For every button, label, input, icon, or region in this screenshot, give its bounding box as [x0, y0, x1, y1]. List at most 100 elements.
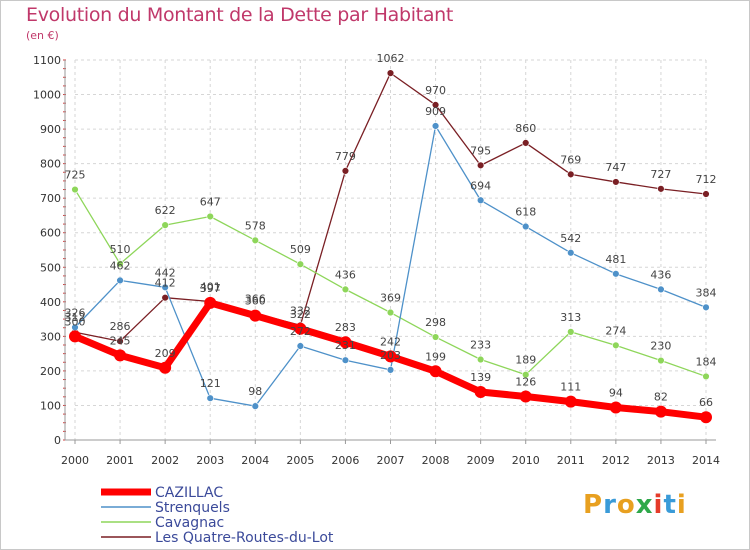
- data-label: 245: [110, 334, 131, 347]
- data-point: [702, 303, 710, 312]
- data-label: 1062: [377, 52, 405, 65]
- x-tick-label: 2007: [377, 454, 405, 467]
- data-label: 510: [110, 243, 131, 256]
- data-point: [657, 185, 665, 193]
- data-point: [341, 285, 350, 294]
- data-label: 725: [65, 169, 86, 182]
- data-point: [161, 283, 169, 292]
- x-tick-label: 2011: [557, 454, 585, 467]
- data-point: [431, 101, 440, 109]
- data-point: [116, 337, 124, 345]
- data-point: [386, 308, 395, 317]
- legend-label: Les Quatre-Routes-du-Lot: [155, 530, 334, 546]
- logo-letter: o: [616, 490, 636, 520]
- data-point: [161, 221, 169, 229]
- logo-letter: t: [663, 490, 677, 520]
- data-label: 209: [155, 347, 176, 360]
- data-point: [476, 161, 485, 170]
- x-tick-label: 2013: [647, 454, 675, 467]
- data-label: 462: [110, 259, 131, 272]
- data-label: 230: [650, 340, 671, 353]
- data-point: [567, 170, 575, 179]
- data-label: 283: [335, 321, 356, 334]
- y-tick-label: 600: [40, 227, 61, 240]
- data-point: [116, 276, 124, 285]
- legend-label: CAZILLAC: [155, 485, 223, 501]
- data-label: 203: [380, 349, 401, 362]
- x-tick-label: 2000: [61, 454, 89, 467]
- data-label: 397: [200, 282, 221, 295]
- x-tick-label: 2002: [151, 454, 179, 467]
- legend-label: Strenquels: [155, 500, 230, 516]
- data-label: 286: [110, 320, 131, 333]
- data-label: 98: [248, 385, 262, 398]
- data-label: 622: [155, 204, 176, 217]
- data-label: 970: [425, 84, 446, 97]
- data-label: 94: [609, 387, 623, 400]
- x-tick-label: 2008: [422, 454, 450, 467]
- data-label: 436: [650, 268, 671, 281]
- data-label: 369: [380, 292, 401, 305]
- data-point: [206, 394, 214, 402]
- x-tick-label: 2006: [331, 454, 359, 467]
- data-point: [339, 336, 352, 349]
- logo-letter: r: [603, 490, 617, 520]
- x-tick-label: 2003: [196, 454, 224, 467]
- data-label: 618: [515, 206, 536, 219]
- data-point: [431, 122, 440, 130]
- data-point: [522, 222, 530, 231]
- data-point: [204, 296, 217, 309]
- data-label: 312: [65, 311, 86, 324]
- legend-label: Cavagnac: [155, 515, 224, 531]
- data-label: 647: [200, 195, 221, 208]
- data-label: 412: [155, 277, 176, 290]
- data-point: [522, 139, 530, 147]
- y-tick-label: 1100: [33, 54, 61, 67]
- data-point: [654, 405, 667, 418]
- data-label: 366: [245, 293, 266, 306]
- data-point: [296, 260, 305, 268]
- data-labels: 300 245 209 397 360 322 283 242 199 139 126 111 94 82…: [65, 52, 717, 409]
- data-point: [522, 371, 530, 379]
- data-point: [657, 285, 665, 294]
- data-label: 578: [245, 219, 266, 232]
- data-label: 795: [470, 144, 491, 157]
- data-point: [567, 249, 575, 257]
- data-point: [161, 293, 169, 302]
- data-label: 233: [470, 339, 491, 352]
- data-label: 82: [654, 391, 668, 404]
- data-point: [206, 212, 214, 221]
- data-label: 481: [605, 253, 626, 266]
- data-point: [702, 372, 710, 381]
- data-label: 436: [335, 268, 356, 281]
- data-label: 121: [200, 377, 221, 390]
- data-label: 542: [560, 232, 581, 245]
- y-tick-label: 300: [40, 330, 61, 343]
- x-tick-label: 2001: [106, 454, 134, 467]
- y-tick-label: 900: [40, 123, 61, 136]
- data-point: [702, 190, 710, 198]
- proxiti-logo: Proxiti: [583, 490, 687, 520]
- y-tick-label: 800: [40, 158, 61, 171]
- data-point: [700, 411, 712, 424]
- logo-letter: i: [676, 490, 687, 520]
- data-point: [476, 355, 485, 364]
- y-tick-label: 0: [54, 434, 61, 447]
- y-tick-label: 700: [40, 192, 61, 205]
- data-label: 272: [290, 325, 311, 338]
- data-point: [71, 185, 79, 194]
- series-layer: [69, 69, 712, 424]
- data-label: 274: [605, 324, 626, 337]
- data-point: [429, 365, 442, 378]
- data-point: [657, 356, 665, 365]
- data-label: 111: [560, 381, 581, 394]
- data-point: [249, 309, 262, 322]
- data-label: 242: [380, 335, 401, 348]
- logo-letter: x: [635, 490, 654, 520]
- chart-unit: (en €): [26, 29, 59, 42]
- data-point: [341, 167, 350, 175]
- grid: [74, 59, 707, 441]
- data-label: 401: [200, 280, 221, 293]
